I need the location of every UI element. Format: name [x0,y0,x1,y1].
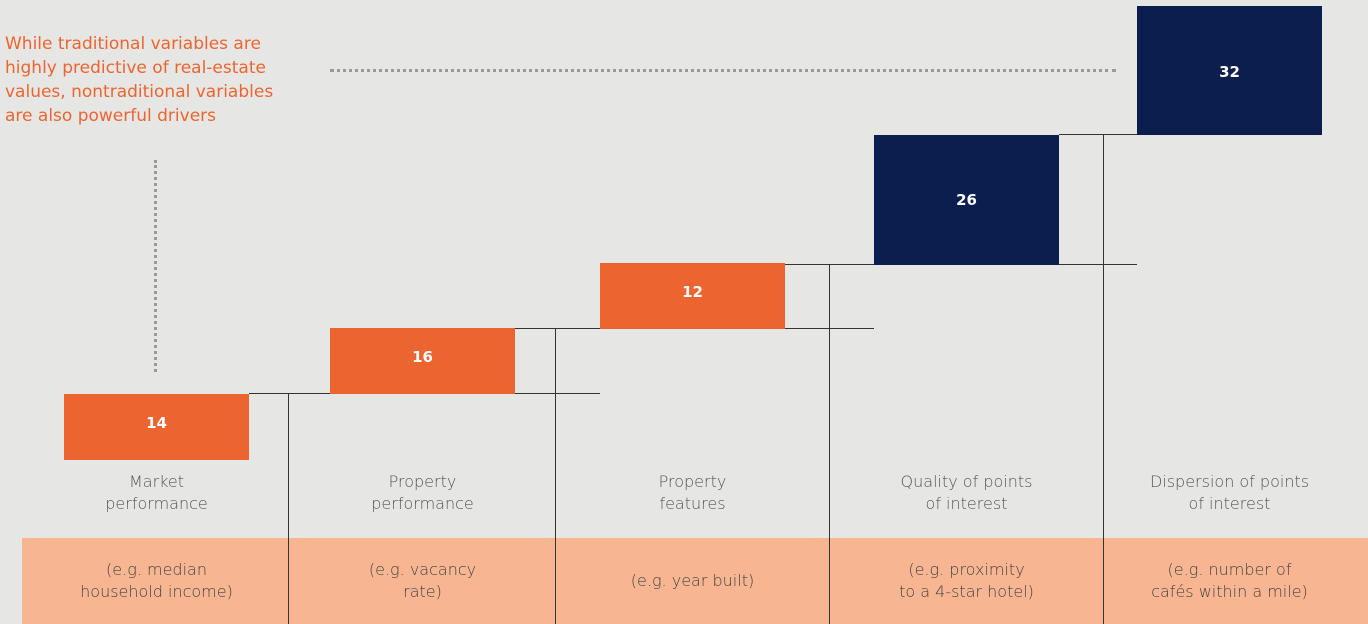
annotation-line: While traditional variables are [5,34,261,54]
label-line: Quality of points [900,472,1033,491]
category-label: Property performance [303,471,543,515]
step-box: 16 [330,328,515,394]
category-label: Property features [573,471,813,515]
step-value: 12 [682,283,703,301]
divider [1103,134,1104,624]
step-value: 14 [146,414,167,432]
step-value: 32 [1219,63,1240,81]
category-label: Dispersion of points of interest [1110,471,1350,515]
example: (e.g. vacancy rate) [303,559,543,603]
label-line: performance [105,494,208,513]
example-line: cafés within a mile) [1151,582,1308,601]
example: (e.g. proximity to a 4-star hotel) [847,559,1087,603]
example-line: (e.g. number of [1167,560,1292,579]
connector [1059,134,1137,135]
label-line: features [659,494,726,513]
step-value: 26 [956,191,977,209]
example-band [22,538,1368,624]
annotation-line: are also powerful drivers [5,106,216,126]
annotation-line: highly predictive of real-estate [5,58,266,78]
example-line: (e.g. median [106,560,207,579]
example: (e.g. number of cafés within a mile) [1110,559,1350,603]
example-line: (e.g. year built) [630,571,755,590]
label-line: Market [129,472,184,491]
connector [249,393,330,394]
step-box: 32 [1137,6,1322,135]
divider [288,393,289,624]
example: (e.g. year built) [573,570,813,592]
example-line: rate) [403,582,442,601]
divider [829,264,830,624]
label-line: Property [388,472,457,491]
annotation-line: values, nontraditional variables [5,82,274,102]
step-box: 26 [874,135,1059,265]
step-box: 14 [64,394,249,460]
example: (e.g. median household income) [37,559,277,603]
divider [555,328,556,624]
label-line: of interest [925,494,1008,513]
example-line: household income) [80,582,233,601]
label-line: of interest [1188,494,1271,513]
annotation: While traditional variables are highly pr… [5,32,273,128]
category-label: Quality of points of interest [847,471,1087,515]
label-line: Property [658,472,727,491]
connector [515,328,600,329]
step-value: 16 [412,348,433,366]
label-line: performance [371,494,474,513]
example-line: to a 4-star hotel) [899,582,1034,601]
example-line: (e.g. proximity [908,560,1025,579]
dotted-line [154,160,157,372]
dotted-line [330,69,1116,72]
category-label: Market performance [37,471,277,515]
label-line: Dispersion of points [1149,472,1310,491]
step-box: 12 [600,263,785,329]
example-line: (e.g. vacancy [368,560,477,579]
